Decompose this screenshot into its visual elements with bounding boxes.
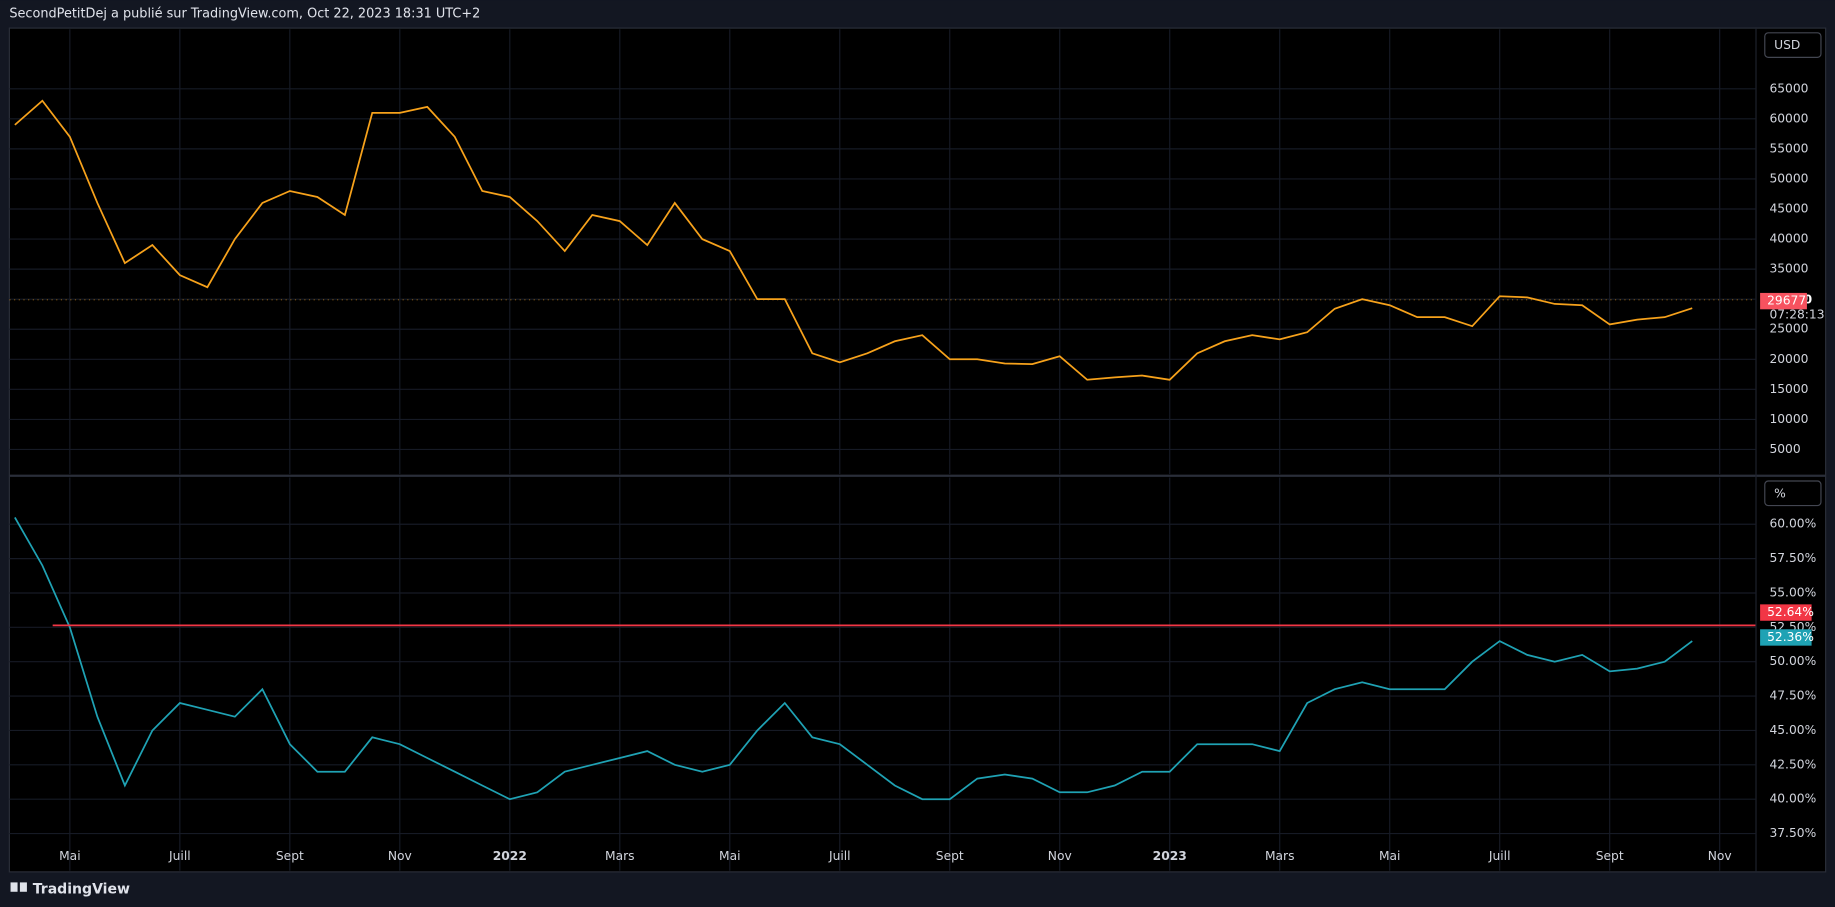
x-tick-label: Mars [1265, 849, 1295, 863]
unit-button-label: % [1774, 486, 1786, 500]
y-tick-label: 20000 [1769, 352, 1808, 366]
x-tick-label: Mars [605, 849, 635, 863]
y-tick-label: 65000 [1769, 81, 1808, 95]
y-tick-label: 40000 [1769, 232, 1808, 246]
hline-label: 52.64% [1767, 605, 1814, 619]
y-tick-label: 35000 [1769, 262, 1808, 276]
last-value-box [1760, 629, 1812, 646]
y-tick-label: 47.50% [1769, 689, 1816, 703]
footer-brand: TradingView [33, 881, 130, 897]
countdown-label: 07:28:13 [1769, 308, 1824, 322]
x-tick-label: Nov [1048, 849, 1072, 863]
x-tick-label: Juill [1488, 849, 1511, 863]
x-tick-label: 2023 [1153, 849, 1187, 863]
x-tick-label: Mai [1379, 849, 1401, 863]
y-tick-label: 50.00% [1769, 654, 1816, 668]
y-tick-label: 40.00% [1769, 792, 1816, 806]
y-tick-label: 25000 [1769, 322, 1808, 336]
series-line [14, 99, 1693, 381]
y-tick-label: 5000 [1769, 442, 1800, 456]
x-tick-label: Juill [828, 849, 851, 863]
unit-button[interactable]: USD [1764, 32, 1822, 58]
y-tick-label: 15000 [1769, 382, 1808, 396]
unit-button-label: USD [1774, 38, 1800, 52]
hline-label-box [1760, 604, 1812, 621]
header-text: SecondPetitDej a publié sur TradingView.… [9, 7, 480, 22]
y-tick-label: 37.50% [1769, 826, 1816, 840]
y-tick-label: 55000 [1769, 141, 1808, 155]
unit-button[interactable]: % [1764, 480, 1822, 507]
unit-button-box [1764, 480, 1822, 507]
x-tick-label: Nov [1708, 849, 1732, 863]
y-tick-label: 55.00% [1769, 585, 1816, 599]
y-tick-label: 45.00% [1769, 723, 1816, 737]
y-tick-label: 57.50% [1769, 551, 1816, 565]
price-marker-box [1760, 292, 1807, 310]
y-tick-label: 10000 [1769, 412, 1808, 426]
last-value-label: 52.36% [1767, 630, 1814, 644]
unit-button-box [1764, 32, 1822, 58]
y-tick-label: 50000 [1769, 171, 1808, 185]
x-tick-label: Mai [59, 849, 81, 863]
x-tick-label: Sept [276, 849, 304, 863]
x-tick-label: Nov [388, 849, 412, 863]
y-tick-label: 42.50% [1769, 757, 1816, 771]
x-tick-label: Sept [1596, 849, 1624, 863]
y-tick-label: 60000 [1769, 111, 1808, 125]
x-tick-label: Mai [719, 849, 741, 863]
price-marker-label: 29677 [1767, 294, 1806, 308]
y-tick-label: 45000 [1769, 202, 1808, 216]
x-tick-label: Juill [168, 849, 191, 863]
logo [10, 882, 27, 892]
x-tick-label: Sept [936, 849, 964, 863]
x-tick-label: 2022 [493, 849, 527, 863]
series-line [14, 516, 1693, 801]
y-tick-label: 60.00% [1769, 517, 1816, 531]
